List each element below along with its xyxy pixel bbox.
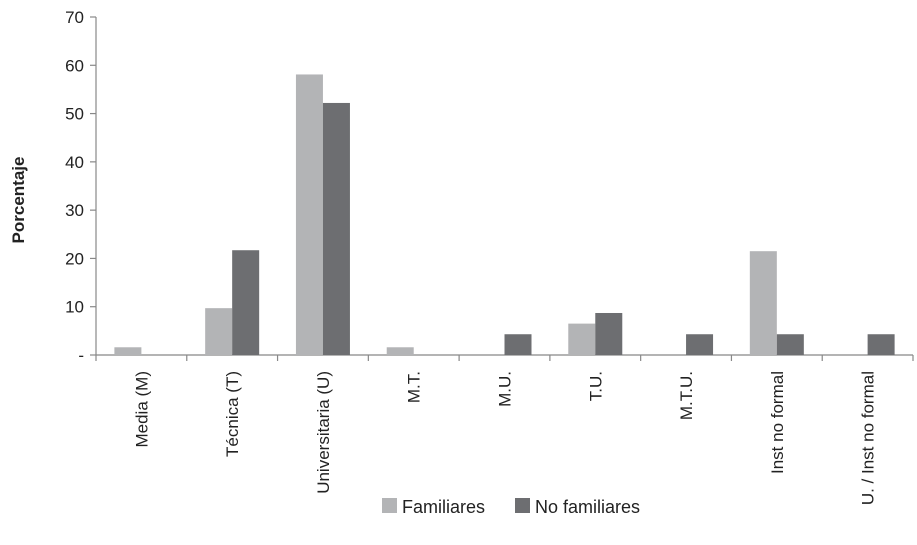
x-category-label: U. / Inst no formal [859, 371, 878, 505]
legend-label: No familiares [535, 497, 640, 517]
bar [386, 347, 414, 355]
y-tick-label: 70 [65, 8, 84, 27]
bars [114, 74, 895, 356]
x-category-label: M.T. [405, 371, 424, 403]
legend-swatch [515, 498, 530, 513]
y-axis-title: Porcentaje [9, 157, 28, 244]
y-tick-label: 60 [65, 56, 84, 75]
y-tick-label: 30 [65, 201, 84, 220]
x-axis: Media (M) Técnica (T) Universitaria (U) M.T… [95, 354, 914, 505]
y-tick-label: 20 [65, 249, 84, 268]
bar [322, 102, 350, 355]
x-category-label: Media (M) [132, 371, 151, 448]
x-category-label: T.U. [586, 371, 605, 401]
legend-swatch [382, 498, 397, 513]
bar [568, 323, 596, 355]
y-tick-label: 40 [65, 153, 84, 172]
y-axis: - 10 20 30 40 50 60 70 [65, 8, 97, 365]
bar [504, 334, 532, 355]
x-category-label: Universitaria (U) [314, 371, 333, 494]
y-tick-label: 10 [65, 298, 84, 317]
bar [205, 308, 233, 355]
y-tick-label: 50 [65, 105, 84, 124]
x-category-label: M.T.U. [677, 371, 696, 420]
bar [776, 334, 804, 355]
x-category-label: Técnica (T) [223, 371, 242, 457]
y-tick-label: - [78, 346, 84, 365]
bar [232, 250, 260, 355]
bar [749, 251, 777, 355]
x-category-label: M.U. [496, 371, 515, 407]
bar [867, 334, 895, 355]
legend: Familiares No familiares [382, 497, 640, 517]
legend-label: Familiares [402, 497, 485, 517]
x-category-label: Inst no formal [768, 371, 787, 474]
bar [595, 312, 623, 355]
bar [686, 334, 714, 355]
bar [114, 347, 142, 355]
bar [295, 74, 323, 356]
